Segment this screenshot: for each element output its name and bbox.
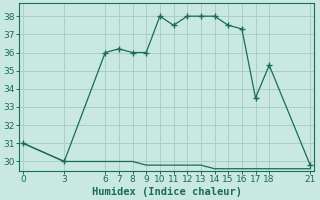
X-axis label: Humidex (Indice chaleur): Humidex (Indice chaleur)	[92, 186, 242, 197]
